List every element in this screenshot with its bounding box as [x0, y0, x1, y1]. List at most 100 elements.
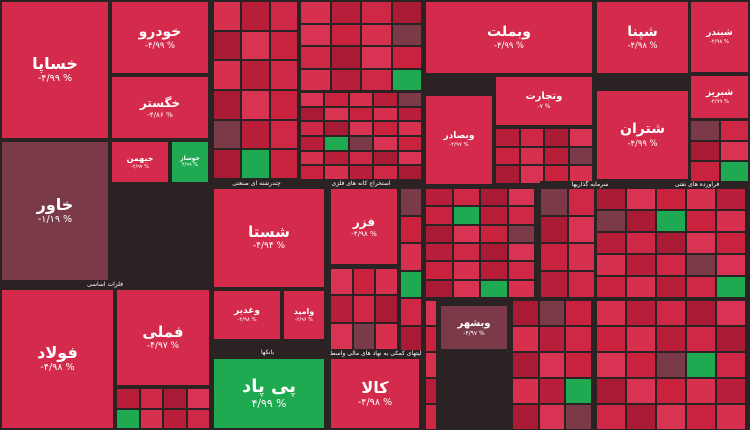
stock-change: -۴/۹۹ %: [627, 137, 658, 148]
tile: [324, 150, 349, 166]
stock-tile: وبملت -۴/۹۹ %: [425, 1, 593, 74]
tile: [568, 146, 593, 166]
tile: [330, 268, 353, 296]
tile: [596, 254, 626, 276]
tile: [391, 68, 422, 91]
tile: [300, 68, 331, 91]
tile: [139, 408, 163, 429]
tile: [686, 352, 716, 378]
stock-change: -۴/۹۸ %: [237, 316, 257, 323]
tile: [686, 254, 716, 276]
tile: [361, 1, 392, 24]
tile: [656, 300, 686, 326]
tile: [425, 261, 453, 280]
tile: [626, 378, 656, 404]
stock-tile: وتجارت -۷ %: [495, 76, 593, 126]
tile: [324, 92, 349, 107]
tile: [139, 388, 163, 409]
tile: [375, 322, 398, 350]
tile: [656, 326, 686, 352]
stock-name: خگستر: [139, 95, 181, 110]
tile: [690, 140, 720, 162]
tile: [716, 378, 746, 404]
tile: [507, 224, 535, 243]
tile: [452, 243, 480, 262]
tile: [565, 326, 592, 352]
tile: [213, 1, 242, 31]
stock-name: خودرو: [138, 23, 182, 40]
tile: [425, 404, 437, 430]
tile: [241, 90, 270, 120]
stock-change: -۷ %: [537, 103, 551, 111]
tile: [626, 404, 656, 430]
tile: [716, 210, 746, 232]
tile: [690, 120, 720, 141]
stock-name: وبشهر: [457, 317, 491, 329]
tile: [269, 60, 298, 90]
stock-name: خبهمن: [126, 153, 154, 163]
tile: [425, 243, 453, 262]
tile: [269, 149, 298, 179]
tile: [425, 300, 437, 326]
tile: [716, 232, 746, 254]
stock-tile: فولاد -۴/۹۸ %: [1, 289, 114, 429]
stock-tile: وبشهر -۴/۹۷ %: [440, 305, 508, 350]
tile: [400, 188, 422, 216]
tile: [397, 92, 422, 107]
stock-tile: شپنا -۴/۹۸ %: [596, 1, 689, 74]
tile: [324, 121, 349, 136]
tile: [425, 206, 453, 225]
tile: [425, 224, 453, 243]
tile: [400, 325, 422, 353]
tile: [507, 206, 535, 225]
tile: [540, 270, 568, 298]
tile: [626, 188, 656, 210]
stock-change: ۴/۹۹ %: [251, 397, 287, 411]
tile: [352, 322, 376, 350]
stock-tile: خودرو -۴/۹۹ %: [111, 1, 209, 74]
tile: [348, 150, 374, 166]
tile: [373, 121, 398, 136]
tile: [538, 326, 566, 352]
tile: [373, 136, 398, 151]
stock-tile: شبندر -۴/۹۸ %: [690, 1, 749, 73]
tile: [163, 388, 187, 409]
tile: [565, 378, 592, 404]
sector-label: بانکها: [210, 349, 325, 357]
stock-change: -۴/۹۸ %: [357, 396, 393, 408]
tile: [269, 1, 298, 31]
tile: [656, 352, 686, 378]
tile: [330, 1, 361, 24]
stock-tile: پی پاد ۴/۹۹ %: [213, 358, 325, 429]
stock-tile: خگستر -۴/۸۶ %: [111, 76, 209, 139]
stock-name: وامید: [293, 306, 315, 316]
tile: [425, 279, 453, 298]
tile: [626, 326, 656, 352]
stock-tile: وامید -۴/۹۶ %: [283, 290, 325, 340]
tile: [330, 322, 353, 350]
stock-change: -۴/۹۹ %: [145, 40, 175, 51]
tile: [352, 268, 376, 296]
tile: [213, 149, 242, 179]
sector-label: فعالیتهای کمکی به نهاد های مالی واسط: [330, 350, 422, 358]
tile: [686, 210, 716, 232]
tile: [540, 215, 568, 243]
tile: [716, 300, 746, 326]
tile: [538, 300, 566, 326]
stock-change: -۴/۸۶ %: [147, 110, 173, 120]
tile: [719, 161, 749, 182]
tile: [397, 165, 422, 180]
tile: [626, 254, 656, 276]
tile: [348, 136, 374, 151]
tile: [716, 326, 746, 352]
stock-change: -۴/۹۸ %: [351, 229, 377, 239]
tile: [480, 206, 508, 225]
stock-name: شتران: [620, 121, 665, 138]
tile: [213, 119, 242, 150]
tile: [300, 106, 325, 122]
tile: [269, 30, 298, 61]
stock-change: -۴/۹۷ %: [449, 141, 469, 148]
stock-change: ۴/۹۹ %: [181, 162, 199, 169]
tile: [116, 388, 140, 409]
